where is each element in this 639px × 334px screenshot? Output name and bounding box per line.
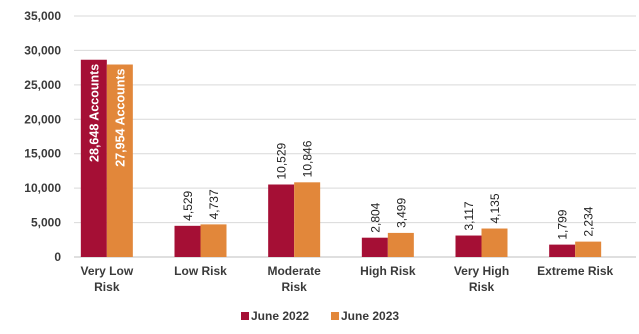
bar-june-2023-5 <box>575 241 602 257</box>
data-label: 3,499 <box>394 198 408 228</box>
data-label: 28,648 Accounts <box>87 64 101 162</box>
legend-swatch-june-2023 <box>331 312 339 320</box>
x-tick-label: Very High <box>454 264 509 278</box>
bar-june-2022-2 <box>268 184 295 257</box>
x-axis: Very Low Risk Low Risk Moderate Risk High Ris… <box>80 264 613 294</box>
data-labels: 28,648 Accounts 27,954 Accounts 4,529 4,737… <box>87 64 595 240</box>
bar-june-2023-1 <box>200 224 227 257</box>
y-tick-label: 15,000 <box>24 147 61 161</box>
y-tick-label: 10,000 <box>24 181 61 195</box>
data-label: 4,737 <box>207 189 221 219</box>
y-axis: 0 5,000 10,000 15,000 20,000 25,000 30,000 35,0… <box>24 9 61 264</box>
bar-june-2023-2 <box>294 182 321 257</box>
bar-june-2023-4 <box>481 228 508 257</box>
data-label: 2,804 <box>368 202 382 232</box>
y-tick-label: 20,000 <box>24 112 61 126</box>
data-label: 1,799 <box>556 209 570 239</box>
y-tick-label: 5,000 <box>31 216 61 230</box>
bar-june-2023-0 <box>106 64 133 257</box>
data-label: 3,117 <box>462 201 476 230</box>
x-tick-label: Low Risk <box>174 264 227 278</box>
data-label: 27,954 Accounts <box>113 68 127 166</box>
x-tick-label: Very Low <box>80 264 133 278</box>
y-tick-label: 35,000 <box>24 9 61 23</box>
x-tick-label: Risk <box>281 280 307 294</box>
bar-june-2023-3 <box>387 232 414 257</box>
data-label: 2,234 <box>582 206 596 236</box>
y-tick-label: 25,000 <box>24 78 61 92</box>
data-label: 10,846 <box>301 140 315 177</box>
legend-swatch-june-2022 <box>241 312 249 320</box>
x-tick-label: Moderate <box>267 264 321 278</box>
legend: June 2022 June 2023 <box>241 309 399 323</box>
x-tick-label: High Risk <box>360 264 416 278</box>
legend-label: June 2022 <box>251 309 309 323</box>
gridlines <box>74 15 636 258</box>
y-tick-label: 0 <box>54 250 61 264</box>
data-label: 4,135 <box>488 193 502 223</box>
x-tick-label: Risk <box>469 280 495 294</box>
y-tick-label: 30,000 <box>24 43 61 57</box>
x-tick-label: Risk <box>94 280 120 294</box>
data-label: 10,529 <box>275 142 289 179</box>
bar-june-2022-1 <box>174 225 201 257</box>
data-label: 4,529 <box>181 190 195 220</box>
bar-june-2022-5 <box>549 244 576 257</box>
x-tick-label: Extreme Risk <box>537 264 613 278</box>
bars <box>80 59 602 258</box>
bar-june-2022-0 <box>80 59 107 258</box>
bar-june-2022-3 <box>361 237 388 257</box>
legend-label: June 2023 <box>341 309 399 323</box>
bar-june-2022-4 <box>455 235 482 257</box>
